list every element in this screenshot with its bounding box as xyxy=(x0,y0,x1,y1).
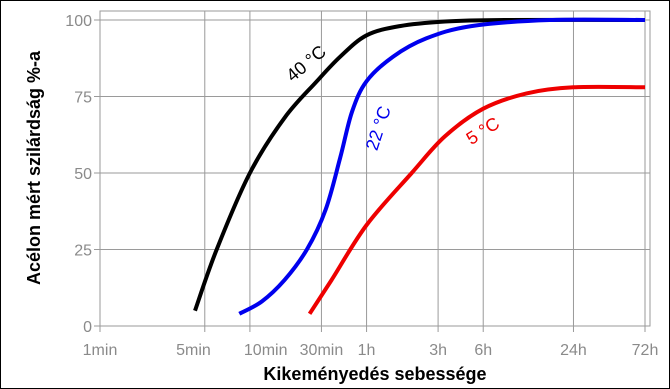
y-tick-labels: 0 25 50 75 100 xyxy=(65,13,92,336)
y-tick-label: 25 xyxy=(74,243,92,260)
x-tick-label: 24h xyxy=(560,342,587,359)
y-tick-label: 50 xyxy=(74,166,92,183)
plot-area xyxy=(99,10,651,327)
x-tick-label: 6h xyxy=(474,342,492,359)
x-tick-label: 1h xyxy=(358,342,376,359)
grid-lines xyxy=(94,11,650,332)
series-line-22c xyxy=(238,17,646,316)
series-line-40c xyxy=(193,17,646,312)
x-tick-label: 10min xyxy=(244,342,288,359)
x-tick-label: 5min xyxy=(176,342,211,359)
x-tick-label: 30min xyxy=(300,342,344,359)
x-tick-label: 72h xyxy=(632,342,659,359)
x-tick-label: 3h xyxy=(429,342,447,359)
series-line-5c xyxy=(307,84,646,315)
y-tick-label: 75 xyxy=(74,90,92,107)
series-lines xyxy=(193,17,646,316)
x-axis-title: Kikeményedés sebessége xyxy=(263,364,486,384)
y-tick-label: 100 xyxy=(65,13,92,30)
x-tick-label: 1min xyxy=(83,342,118,359)
y-tick-label: 0 xyxy=(83,319,92,336)
x-tick-labels: 1min 5min 10min 30min 1h 3h 6h 24h 72h xyxy=(83,342,659,359)
y-axis-title: Acélon mért szilárdság %-a xyxy=(24,50,44,285)
